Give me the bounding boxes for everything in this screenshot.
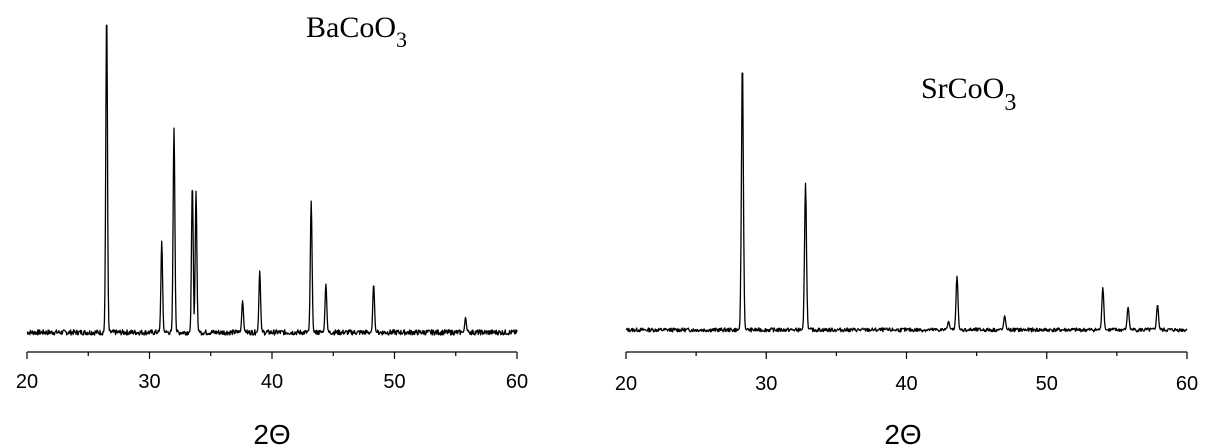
srcoo3-title-subscript: 3 <box>1004 90 1016 116</box>
x-tick-label: 30 <box>755 373 777 395</box>
srcoo3-title: SrCoO3 <box>921 72 1016 116</box>
srcoo3-x-axis-label: 2Θ <box>884 419 921 448</box>
srcoo3-diffraction-trace <box>625 72 1188 333</box>
x-tick-label: 20 <box>16 371 38 393</box>
x-tick-label: 50 <box>383 371 405 393</box>
srcoo3-panel: 20 30 40 50 60 SrCoO3 2Θ <box>615 72 1198 448</box>
x-tick-label: 40 <box>895 373 917 395</box>
x-tick-label: 60 <box>1176 373 1198 395</box>
srcoo3-title-base: SrCoO <box>921 72 1004 105</box>
srcoo3-x-axis: 20 30 40 50 60 <box>615 351 1198 395</box>
bacoo3-title: BaCoO3 <box>306 11 407 52</box>
bacoo3-panel: 20 30 40 50 60 BaCoO3 2Θ <box>16 11 528 448</box>
bacoo3-title-subscript: 3 <box>396 27 407 52</box>
bacoo3-title-base: BaCoO <box>306 11 396 44</box>
x-tick-label: 60 <box>506 371 528 393</box>
x-tick-label: 30 <box>138 371 160 393</box>
x-tick-label: 50 <box>1036 373 1058 395</box>
bacoo3-x-axis: 20 30 40 50 60 <box>16 351 528 393</box>
x-tick-label: 40 <box>261 371 283 393</box>
x-tick-label: 20 <box>615 373 637 395</box>
bacoo3-x-axis-label: 2Θ <box>253 419 290 448</box>
bacoo3-diffraction-trace <box>26 24 518 336</box>
